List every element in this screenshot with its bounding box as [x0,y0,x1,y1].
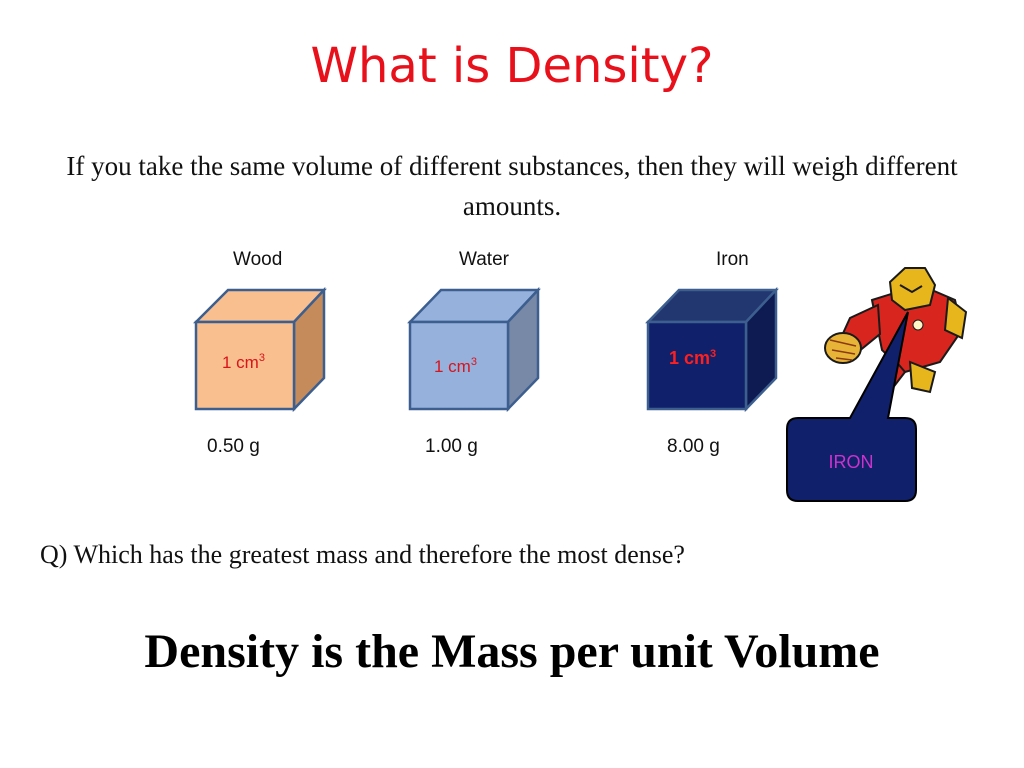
wood-cube-front [194,320,296,411]
definition-heading: Density is the Mass per unit Volume [144,625,880,678]
water-mass: 1.00 g [425,436,478,457]
iron-mass: 8.00 g [667,436,720,457]
water-cube: 1 cm3 [407,286,541,413]
callout-text: IRON [829,452,874,472]
wood-volume-label: 1 cm3 [222,352,265,372]
water-cube-front [408,320,510,411]
iron-callout: IRON [786,311,917,502]
slide-title: What is Density? [310,38,714,94]
water-volume-label: 1 cm3 [434,356,477,376]
wood-mass: 0.50 g [207,436,260,457]
question-text: Q) Which has the greatest mass and there… [40,540,685,569]
water-label: Water [459,249,509,270]
intro-text: If you take the same volume of different… [66,151,958,221]
callout-shape [786,311,917,502]
wood-label: Wood [233,249,283,270]
iron-volume-label: 1 cm3 [669,348,716,368]
iron-cube: 1 cm3 [645,286,779,413]
iron-label: Iron [716,249,749,270]
iron-cube-front [646,320,748,411]
wood-cube: 1 cm3 [192,286,327,413]
